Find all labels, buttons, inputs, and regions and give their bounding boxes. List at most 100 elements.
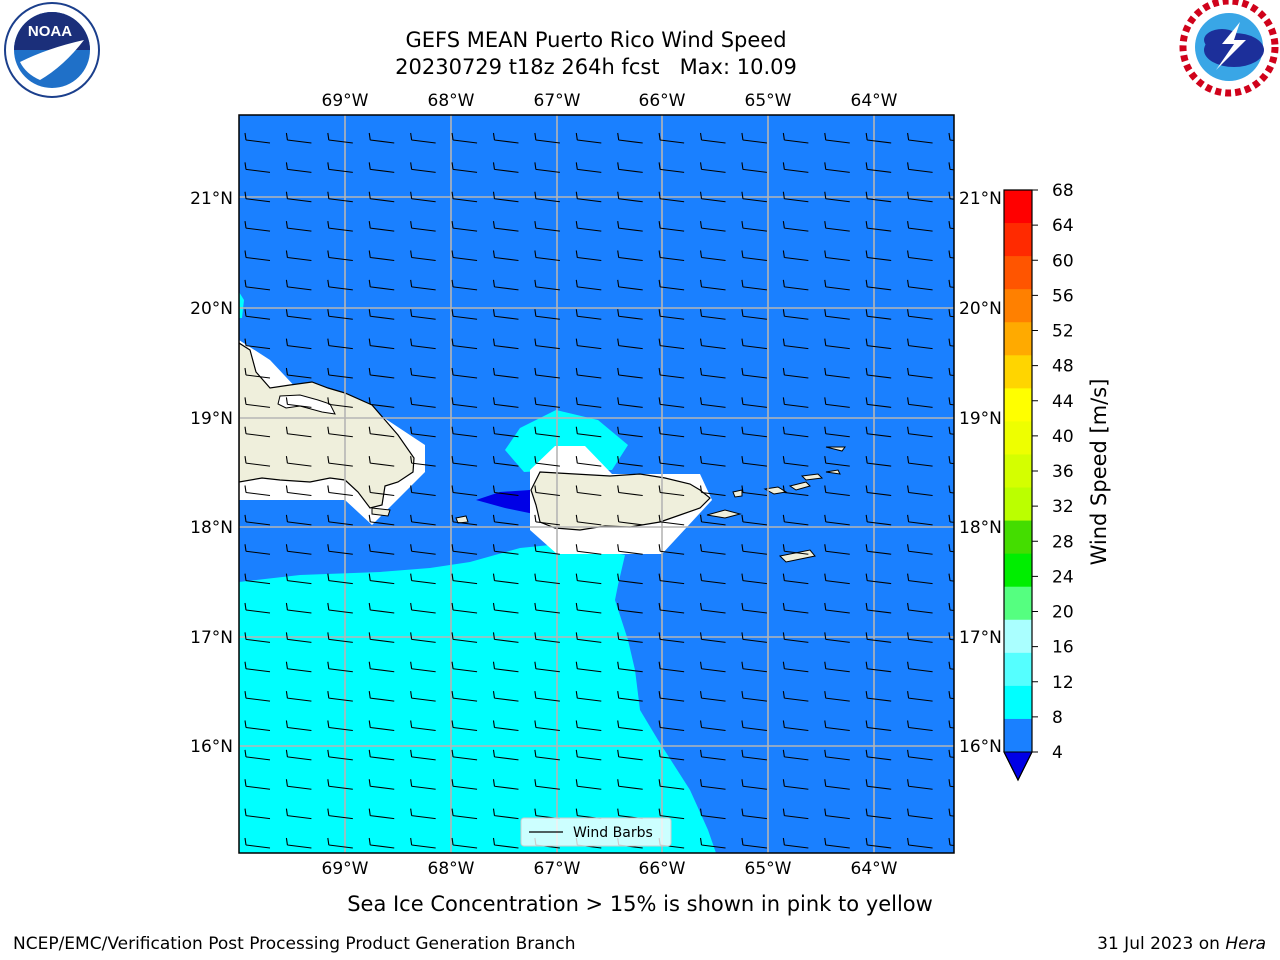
wind-barb (741, 397, 768, 408)
wind-barb (244, 720, 271, 732)
wind-barb (948, 279, 954, 288)
wind-barb (741, 162, 768, 173)
wind-barb (575, 250, 602, 262)
colorbar-segment (1004, 322, 1032, 356)
wind-barb (907, 426, 933, 438)
wind-barb (865, 779, 892, 790)
wind-barb (534, 250, 560, 262)
wind-barb (492, 162, 519, 173)
wind-barb (492, 456, 519, 467)
noaa-logo: NOAA (4, 2, 100, 98)
wind-barb (782, 397, 809, 408)
wind-barb (534, 661, 560, 673)
colorbar-segment (1004, 454, 1032, 489)
wind-barb (617, 514, 643, 526)
wind-barb (410, 720, 436, 732)
wind-barb (617, 544, 643, 555)
wind-barb (782, 485, 809, 497)
wind-barb (451, 837, 478, 849)
wind-barb (285, 397, 312, 408)
wind-barb (285, 191, 312, 203)
wind-barb (824, 749, 850, 761)
wind-barb (658, 250, 685, 262)
footer-date-text: 31 Jul 2023 on (1097, 934, 1225, 954)
lat-tick: 18°N (190, 518, 233, 538)
wind-barb (824, 279, 850, 291)
wind-barb (285, 808, 312, 820)
wind-barb (534, 485, 560, 497)
wind-barb (741, 309, 768, 320)
wind-barb (368, 573, 395, 585)
colorbar-tick-label: 24 (1052, 567, 1074, 587)
wind-barb (451, 779, 478, 790)
wind-barb (492, 514, 519, 526)
lon-tick: 67°W (534, 859, 581, 879)
wind-barb (285, 749, 312, 761)
wind-barb (534, 132, 560, 144)
lat-tick: 16°N (190, 737, 233, 757)
wind-barb (244, 191, 271, 203)
wind-barb (451, 808, 478, 820)
lat-ticks-right: 21°N 20°N 19°N 18°N 17°N 16°N (959, 189, 1002, 757)
lon-ticks-top: 69°W 68°W 67°W 66°W 65°W 64°W (322, 91, 898, 111)
wind-barb (865, 279, 892, 291)
wind-barb (534, 367, 560, 379)
wind-barb (658, 279, 685, 291)
wind-barb (699, 544, 726, 555)
wind-barb (575, 749, 602, 761)
wind-barb (782, 808, 809, 820)
wind-barb (368, 544, 395, 555)
wind-barb (741, 191, 768, 203)
wind-barb (865, 720, 892, 732)
wind-barb (410, 691, 436, 702)
nws-logo (1179, 0, 1279, 97)
wind-barb (327, 514, 353, 526)
wind-barb (410, 367, 436, 379)
wind-barb (699, 602, 726, 614)
wind-barb (451, 309, 478, 320)
wind-barb (327, 162, 353, 173)
wind-barb (451, 426, 478, 438)
wind-barb (451, 456, 478, 467)
wind-barb (658, 485, 685, 497)
wind-barb (824, 338, 850, 350)
wind-barb (244, 397, 271, 408)
wind-barb (699, 397, 726, 408)
wind-barb (534, 602, 560, 614)
wind-barb (327, 573, 353, 585)
wind-barb (368, 309, 395, 320)
wind-barb (244, 691, 271, 702)
wind-barb (368, 808, 395, 820)
colorbar-segment (1004, 421, 1032, 455)
wind-barb (327, 309, 353, 320)
wind-barb (285, 837, 312, 849)
wind-barb (368, 132, 395, 144)
wind-barb (617, 720, 643, 732)
wind-barbs (244, 132, 954, 849)
colorbar-segment (1004, 487, 1032, 522)
wind-barb (948, 514, 954, 523)
wind-barb (948, 250, 954, 259)
noaa-logo-text: NOAA (28, 23, 72, 40)
wind-barb (617, 691, 643, 702)
wind-barb (948, 221, 954, 230)
wind-barb (451, 338, 478, 350)
wind-barb (534, 309, 560, 320)
wind-barb (285, 632, 312, 643)
wind-barb (824, 191, 850, 203)
wind-barb (658, 426, 685, 438)
wind-barb (782, 720, 809, 732)
isla-st-john (788, 481, 811, 491)
wind-barb (824, 426, 850, 438)
wind-barb (948, 602, 954, 612)
wind-barb (782, 602, 809, 614)
wind-barb (907, 602, 933, 614)
wind-barb (824, 456, 850, 467)
wind-barb (617, 279, 643, 291)
wind-barb (327, 720, 353, 732)
lat-tick: 20°N (190, 299, 233, 319)
wind-barb (782, 661, 809, 673)
colorbar-tick-label: 52 (1052, 322, 1074, 342)
colorbar-segment (1004, 190, 1032, 224)
wind-barb (534, 426, 560, 438)
